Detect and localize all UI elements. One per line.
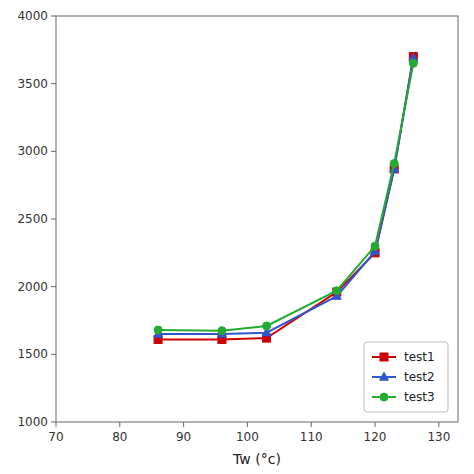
x-tick [438,422,439,427]
point [333,287,341,295]
x-tick [247,422,248,427]
y-tick-label: 1500 [17,347,48,361]
legend-label: test1 [404,350,435,364]
x-tick-label: 80 [112,430,127,444]
x-tick [183,422,184,427]
y-tick-label: 3500 [17,77,48,91]
series-line [158,63,413,330]
y-tick-label: 3000 [17,144,48,158]
y-tick-label: 1000 [17,415,48,429]
x-axis-label: Tw (°c) [232,451,281,467]
y-tick [51,354,56,355]
x-tick [311,422,312,427]
point [371,242,379,250]
x-tick-label: 90 [176,430,191,444]
plot-data [154,53,418,344]
y-tick [51,219,56,220]
point [218,327,226,335]
series-line [158,58,413,334]
x-tick [56,422,57,427]
legend-marker [380,372,389,380]
x-tick-label: 100 [236,430,259,444]
series-line [158,57,413,340]
y-tick-label: 4000 [17,9,48,23]
plot-frame [56,16,458,422]
legend-marker [380,393,388,401]
y-tick [51,151,56,152]
legend-box [364,342,448,412]
x-tick-label: 120 [364,430,387,444]
y-tick-label: 2000 [17,280,48,294]
y-tick [51,422,56,423]
legend-label: test3 [404,390,435,404]
y-tick-label: 2500 [17,212,48,226]
point [263,322,271,330]
legend-label: test2 [404,370,435,384]
x-tick [119,422,120,427]
x-tick-label: 110 [300,430,323,444]
point [409,59,417,67]
legend-marker [380,353,388,361]
x-tick [375,422,376,427]
point [390,160,398,168]
y-tick [51,16,56,17]
point [154,326,162,334]
y-tick [51,83,56,84]
x-tick-label: 70 [48,430,63,444]
x-tick-label: 130 [427,430,450,444]
chart: 70 80 90 100 110 120 130 1000 1500 2000 2500 3000 35… [0,0,474,474]
y-tick [51,286,56,287]
legend: test1 test2 test3 [364,342,448,412]
